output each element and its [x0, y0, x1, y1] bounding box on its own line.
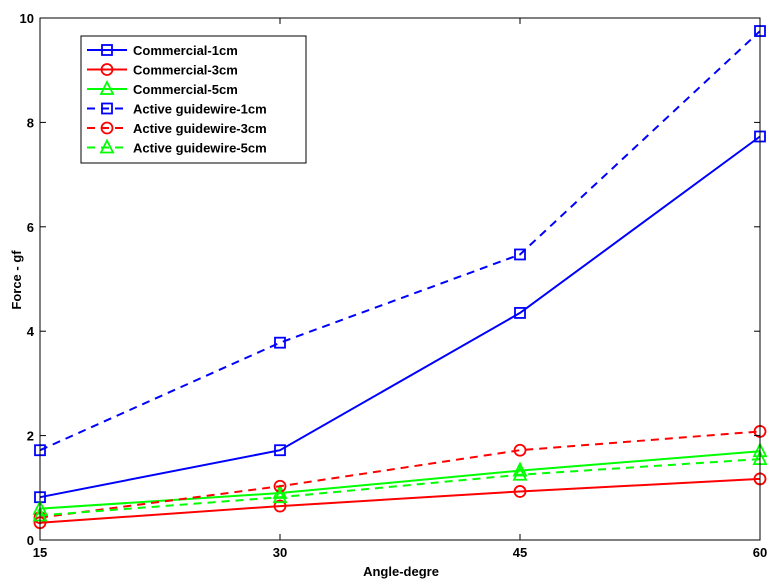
legend-label: Commercial-3cm [133, 63, 238, 78]
y-tick-label: 0 [27, 533, 34, 548]
data-point-4-3 [514, 248, 526, 261]
series-layer [32, 25, 767, 530]
y-tick-label: 2 [27, 429, 34, 444]
y-tick-label: 8 [27, 115, 34, 130]
y-tick-label: 4 [27, 324, 35, 339]
legend-entry-5: Active guidewire-3cm [87, 121, 267, 136]
legend-entry-1: Commercial-1cm [87, 43, 238, 58]
data-point-6-3 [512, 465, 528, 481]
x-tick-label: 15 [33, 545, 47, 560]
legend-entry-3: Commercial-5cm [87, 79, 238, 97]
legend: Commercial-1cm Commercial-3cm Commercial-5… [80, 35, 307, 164]
y-tick-label: 10 [20, 11, 34, 26]
y-tick-label: 6 [27, 220, 34, 235]
legend-label: Commercial-5cm [133, 82, 238, 97]
series-line-4 [39, 30, 761, 452]
legend-entry-4: Active guidewire-1cm [87, 102, 267, 117]
legend-label: Active guidewire-5cm [133, 141, 267, 156]
data-point-1-3 [514, 307, 526, 319]
y-axis-label: Force - gf [9, 250, 24, 310]
legend-label: Commercial-1cm [133, 43, 238, 58]
data-point-6-2 [272, 488, 288, 504]
legend-entry-2: Commercial-3cm [87, 63, 238, 78]
x-tick-label: 30 [273, 545, 287, 560]
x-axis-label: Angle-degre [363, 564, 439, 579]
legend-label: Active guidewire-1cm [133, 102, 267, 117]
legend-marker [99, 138, 115, 154]
x-tick-label: 60 [753, 545, 767, 560]
legend-marker [99, 79, 115, 95]
legend-label: Active guidewire-3cm [133, 121, 267, 136]
axes-box [39, 17, 761, 541]
data-point-4-2 [274, 336, 286, 349]
legend-marker [101, 102, 113, 115]
data-point-5-3 [513, 443, 527, 457]
legend-marker [100, 121, 114, 135]
legend-marker [100, 63, 114, 76]
data-point-1-2 [274, 444, 286, 457]
legend-box [80, 35, 307, 164]
series-line-2 [39, 477, 761, 524]
x-tick-label: 45 [513, 545, 527, 560]
legend-entry-6: Active guidewire-5cm [87, 138, 267, 156]
series-line-1 [39, 135, 761, 499]
series-line-3 [39, 450, 761, 510]
data-point-2-2 [273, 499, 287, 513]
data-point-2-3 [513, 485, 527, 498]
legend-marker [101, 44, 113, 56]
axes-layer: 15 30 45 60 0 2 4 6 8 10 [20, 11, 767, 560]
series-line-5 [39, 430, 761, 519]
